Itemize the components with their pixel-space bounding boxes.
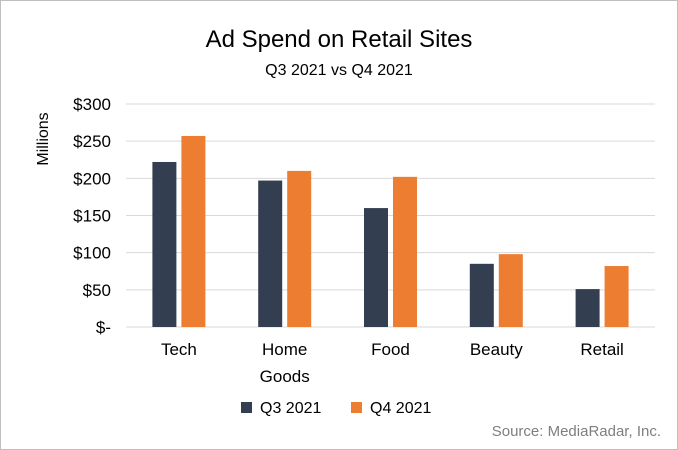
x-category-label: Beauty bbox=[470, 340, 523, 359]
legend-swatch bbox=[351, 402, 362, 413]
y-tick-label: $300 bbox=[73, 95, 111, 114]
bar bbox=[258, 180, 283, 327]
y-tick-label: $150 bbox=[73, 207, 111, 226]
legend-swatch bbox=[241, 402, 252, 413]
x-category-label: Home bbox=[262, 340, 307, 359]
bar bbox=[469, 263, 494, 327]
x-category-label: Food bbox=[371, 340, 410, 359]
bar bbox=[393, 176, 417, 327]
bar bbox=[604, 266, 629, 327]
bar bbox=[152, 161, 177, 327]
bars bbox=[152, 135, 629, 327]
chart-title: Ad Spend on Retail Sites bbox=[206, 26, 473, 53]
x-category-label: Tech bbox=[161, 340, 197, 359]
x-category-label: Goods bbox=[260, 367, 310, 386]
legend-label: Q3 2021 bbox=[260, 400, 321, 417]
gridlines bbox=[126, 103, 655, 328]
chart-subtitle: Q3 2021 vs Q4 2021 bbox=[265, 62, 413, 79]
y-tick-label: $250 bbox=[73, 132, 111, 151]
bar bbox=[498, 254, 523, 327]
bar bbox=[181, 135, 206, 327]
legend-label: Q4 2021 bbox=[370, 400, 431, 417]
y-tick-label: $- bbox=[96, 318, 111, 337]
source-note: Source: MediaRadar, Inc. bbox=[492, 423, 661, 440]
bar bbox=[287, 170, 312, 327]
x-category-label: Retail bbox=[580, 340, 623, 359]
y-tick-label: $100 bbox=[73, 244, 111, 263]
y-axis-ticks: $- $50 $100 $150 $200 $250 $300 bbox=[73, 95, 111, 337]
bar bbox=[575, 289, 600, 327]
x-axis-categories: Tech Home Goods Food Beauty Retail bbox=[161, 340, 624, 386]
y-tick-label: $50 bbox=[83, 281, 111, 300]
bar bbox=[364, 208, 388, 327]
legend: Q3 2021 Q4 2021 bbox=[241, 400, 431, 417]
y-tick-label: $200 bbox=[73, 169, 111, 188]
y-axis-label: Millions bbox=[35, 112, 52, 165]
